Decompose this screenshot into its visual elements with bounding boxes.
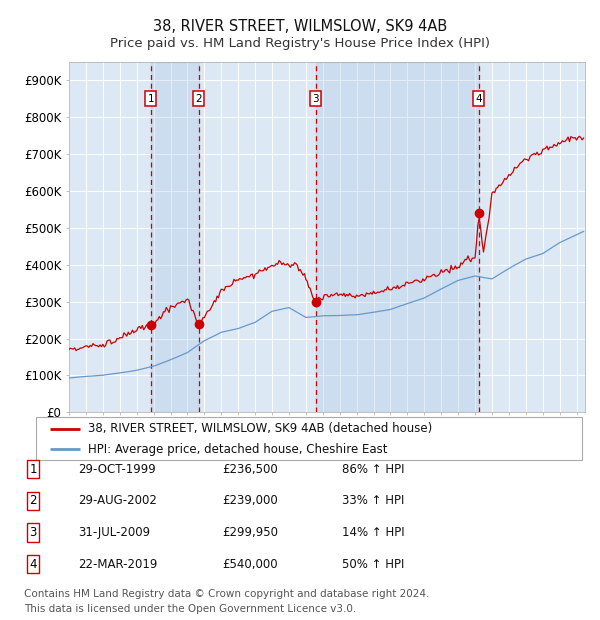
Text: £239,000: £239,000 bbox=[222, 495, 278, 507]
Text: £236,500: £236,500 bbox=[222, 463, 278, 476]
Text: 29-OCT-1999: 29-OCT-1999 bbox=[78, 463, 156, 476]
Text: 31-JUL-2009: 31-JUL-2009 bbox=[78, 526, 150, 539]
Text: 29-AUG-2002: 29-AUG-2002 bbox=[78, 495, 157, 507]
Text: HPI: Average price, detached house, Cheshire East: HPI: Average price, detached house, Ches… bbox=[88, 443, 388, 456]
Text: 14% ↑ HPI: 14% ↑ HPI bbox=[342, 526, 404, 539]
Text: 1: 1 bbox=[29, 463, 37, 476]
Text: Price paid vs. HM Land Registry's House Price Index (HPI): Price paid vs. HM Land Registry's House … bbox=[110, 37, 490, 50]
Bar bbox=[151, 62, 199, 412]
Text: 4: 4 bbox=[29, 558, 37, 570]
Text: £540,000: £540,000 bbox=[222, 558, 278, 570]
Text: 50% ↑ HPI: 50% ↑ HPI bbox=[342, 558, 404, 570]
Text: Contains HM Land Registry data © Crown copyright and database right 2024.: Contains HM Land Registry data © Crown c… bbox=[24, 589, 430, 599]
Text: 4: 4 bbox=[475, 94, 482, 104]
Text: 22-MAR-2019: 22-MAR-2019 bbox=[78, 558, 157, 570]
Text: 2: 2 bbox=[29, 495, 37, 507]
Text: 38, RIVER STREET, WILMSLOW, SK9 4AB (detached house): 38, RIVER STREET, WILMSLOW, SK9 4AB (det… bbox=[88, 422, 432, 435]
Bar bbox=[316, 62, 479, 412]
Text: 38, RIVER STREET, WILMSLOW, SK9 4AB: 38, RIVER STREET, WILMSLOW, SK9 4AB bbox=[153, 19, 447, 33]
Text: 3: 3 bbox=[29, 526, 37, 539]
FancyBboxPatch shape bbox=[36, 417, 582, 460]
Text: £299,950: £299,950 bbox=[222, 526, 278, 539]
Text: 33% ↑ HPI: 33% ↑ HPI bbox=[342, 495, 404, 507]
Text: 3: 3 bbox=[313, 94, 319, 104]
Text: 2: 2 bbox=[195, 94, 202, 104]
Text: 1: 1 bbox=[148, 94, 154, 104]
Text: This data is licensed under the Open Government Licence v3.0.: This data is licensed under the Open Gov… bbox=[24, 604, 356, 614]
Text: 86% ↑ HPI: 86% ↑ HPI bbox=[342, 463, 404, 476]
